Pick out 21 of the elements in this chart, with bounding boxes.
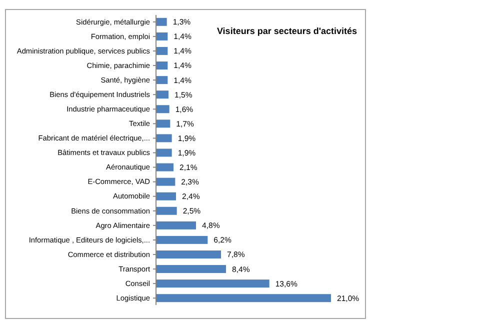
bar xyxy=(156,148,172,157)
bar xyxy=(156,236,208,244)
bar xyxy=(156,76,168,84)
bar xyxy=(156,90,168,99)
bar xyxy=(156,163,174,172)
bar xyxy=(156,206,177,215)
bar xyxy=(156,192,176,200)
bar xyxy=(156,46,168,55)
bar xyxy=(156,120,170,128)
bar xyxy=(156,134,172,142)
bar xyxy=(156,280,270,288)
bar xyxy=(156,32,168,40)
bar xyxy=(156,221,196,230)
text: Visiteurs par secteurs d'activités xyxy=(216,26,358,36)
bar xyxy=(156,62,168,70)
bar xyxy=(156,18,167,26)
bar xyxy=(156,250,221,258)
bar xyxy=(156,265,226,274)
bar xyxy=(156,294,331,302)
bar xyxy=(156,105,170,114)
bar xyxy=(156,178,176,186)
